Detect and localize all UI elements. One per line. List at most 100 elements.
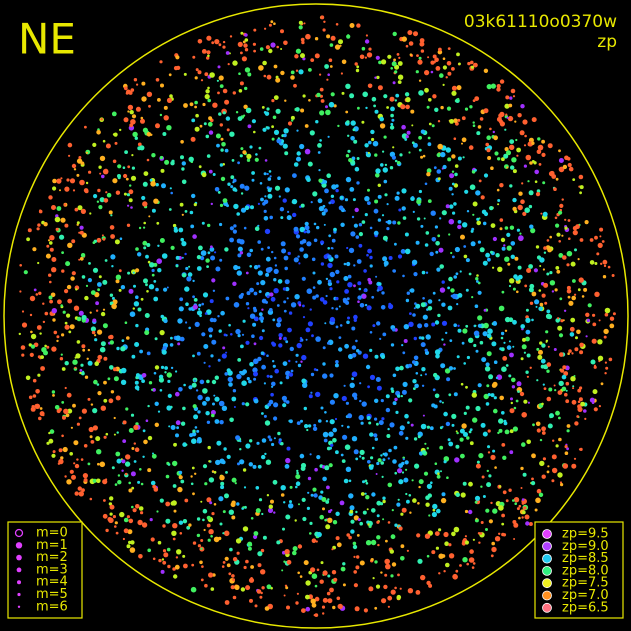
star xyxy=(390,343,395,347)
star xyxy=(141,522,148,528)
star xyxy=(285,457,291,464)
star xyxy=(365,482,369,485)
star xyxy=(149,262,155,268)
star xyxy=(512,345,515,348)
star xyxy=(85,181,89,185)
star xyxy=(249,439,253,443)
star xyxy=(217,91,220,95)
star xyxy=(196,517,201,521)
star xyxy=(498,418,504,424)
star xyxy=(322,431,329,438)
star xyxy=(477,383,482,388)
star xyxy=(590,359,596,365)
star xyxy=(349,93,355,99)
star xyxy=(546,362,552,367)
star xyxy=(486,135,492,140)
star xyxy=(49,280,52,284)
star xyxy=(417,558,423,564)
star xyxy=(175,391,180,397)
star xyxy=(221,142,226,147)
star xyxy=(333,104,337,108)
star xyxy=(124,472,128,476)
star xyxy=(245,559,249,564)
star xyxy=(173,66,179,71)
star xyxy=(538,306,543,312)
star xyxy=(508,317,514,323)
star xyxy=(488,374,494,380)
star xyxy=(353,139,358,144)
star xyxy=(81,275,86,279)
star xyxy=(127,271,131,275)
star xyxy=(314,596,320,602)
star xyxy=(521,516,524,519)
star xyxy=(612,312,616,316)
star xyxy=(123,173,128,179)
star xyxy=(113,376,119,382)
star xyxy=(558,149,561,153)
star xyxy=(574,421,579,426)
star xyxy=(210,410,216,415)
star xyxy=(515,138,518,142)
star xyxy=(391,562,397,567)
star xyxy=(26,237,30,242)
star xyxy=(153,296,159,302)
star xyxy=(45,253,51,259)
star xyxy=(546,272,550,276)
star xyxy=(310,567,316,573)
star xyxy=(502,533,507,537)
star xyxy=(20,345,26,350)
star xyxy=(99,461,106,468)
star xyxy=(280,70,285,76)
star xyxy=(150,480,156,486)
star xyxy=(374,153,378,157)
star xyxy=(424,243,429,247)
star xyxy=(198,303,202,307)
star xyxy=(454,164,459,168)
star xyxy=(307,321,313,327)
star xyxy=(362,353,369,359)
star xyxy=(69,178,76,184)
star xyxy=(509,450,514,455)
star xyxy=(526,268,532,273)
star xyxy=(542,181,546,185)
star xyxy=(251,119,256,124)
star xyxy=(93,379,98,385)
star xyxy=(336,280,340,284)
star xyxy=(451,67,455,71)
star xyxy=(285,375,290,380)
star xyxy=(232,181,235,184)
star xyxy=(187,272,193,277)
star xyxy=(305,338,308,341)
star xyxy=(257,356,262,362)
star xyxy=(105,528,109,533)
star xyxy=(157,98,161,102)
star xyxy=(358,287,362,291)
star xyxy=(222,111,226,115)
star xyxy=(219,84,224,88)
star xyxy=(574,248,577,252)
star xyxy=(600,382,604,386)
star xyxy=(560,368,565,373)
star xyxy=(141,81,146,86)
star xyxy=(119,128,122,132)
star xyxy=(262,535,267,540)
star xyxy=(312,191,318,197)
star xyxy=(490,393,495,398)
star xyxy=(503,419,507,423)
star xyxy=(462,481,467,486)
star xyxy=(316,92,321,98)
star xyxy=(248,577,255,583)
star xyxy=(135,373,140,378)
star xyxy=(387,521,391,524)
star xyxy=(447,438,451,442)
star xyxy=(375,168,381,174)
star xyxy=(163,318,168,324)
star xyxy=(121,469,124,472)
star xyxy=(128,288,134,294)
star xyxy=(156,221,160,225)
star xyxy=(132,271,135,274)
star xyxy=(148,215,151,218)
star xyxy=(257,240,262,244)
star xyxy=(166,97,173,103)
